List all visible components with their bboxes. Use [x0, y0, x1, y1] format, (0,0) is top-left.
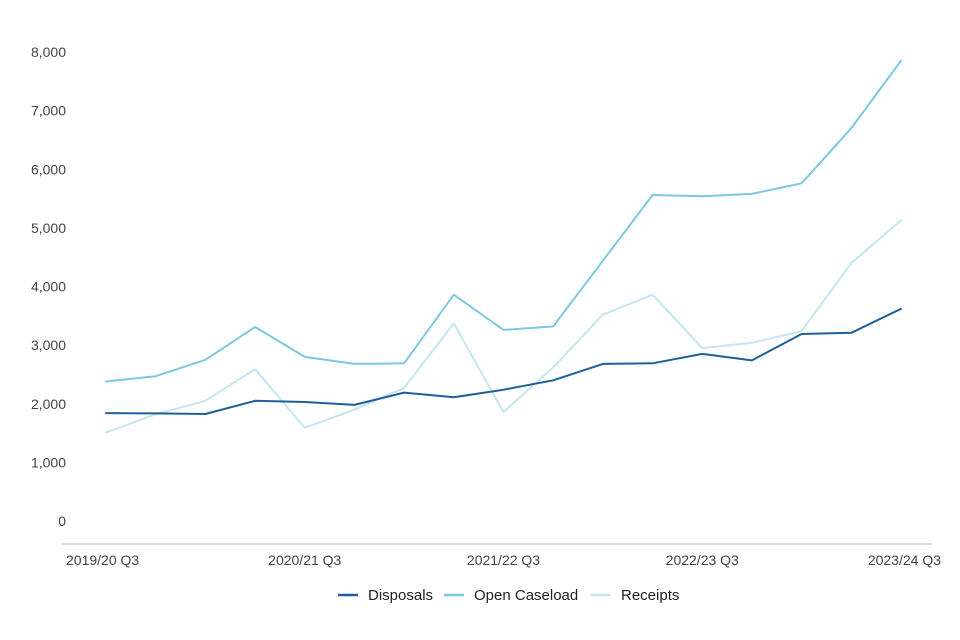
series-line-open-caseload — [105, 59, 902, 383]
y-axis: 0 1,000 2,000 3,000 4,000 5,000 6,000 7,000 8,00… — [31, 44, 66, 529]
legend-label: Open Caseload — [474, 587, 578, 604]
legend-item-receipts: Receipts — [591, 587, 679, 604]
y-tick-label: 5,000 — [31, 220, 66, 236]
x-tick-label: 2021/22 Q3 — [467, 552, 540, 568]
y-tick-label: 1,000 — [31, 454, 66, 470]
legend-item-open-caseload: Open Caseload — [444, 587, 578, 604]
legend-label: Disposals — [368, 587, 433, 604]
y-tick-label: 2,000 — [31, 396, 66, 412]
x-tick-label: 2022/23 Q3 — [666, 552, 739, 568]
y-tick-label: 3,000 — [31, 337, 66, 353]
y-tick-label: 6,000 — [31, 161, 66, 177]
y-tick-label: 8,000 — [31, 44, 66, 60]
series-line-disposals — [105, 307, 902, 415]
legend-label: Receipts — [621, 587, 679, 604]
legend: Disposals Open Caseload Receipts — [338, 587, 679, 604]
x-tick-label: 2023/24 Q3 — [868, 552, 941, 568]
series-layer — [105, 59, 902, 434]
y-tick-label: 4,000 — [31, 279, 66, 295]
x-tick-label: 2020/21 Q3 — [268, 552, 341, 568]
y-tick-label: 0 — [58, 513, 66, 529]
x-tick-label: 2019/20 Q3 — [66, 552, 139, 568]
series-line-receipts — [105, 219, 902, 434]
legend-item-disposals: Disposals — [338, 587, 433, 604]
y-tick-label: 7,000 — [31, 103, 66, 119]
x-axis: 2019/20 Q3 2020/21 Q3 2021/22 Q3 2022/23 Q3… — [62, 543, 941, 568]
